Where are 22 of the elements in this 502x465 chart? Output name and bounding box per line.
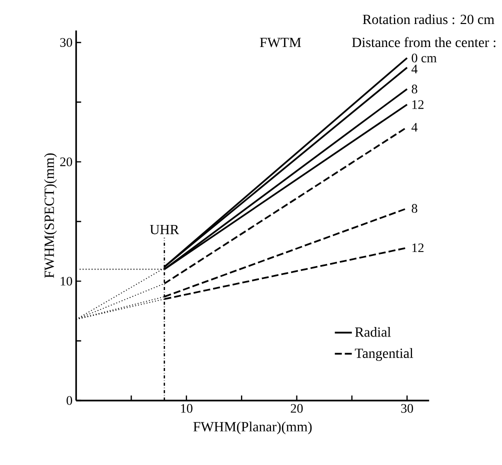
y-axis-title: FWHM(SPECT)(mm) (44, 153, 57, 278)
text: Rotation radius : 20 cm (362, 14, 494, 24)
legend-label: Radial (355, 327, 391, 337)
x-tick-label: 30 (401, 404, 414, 413)
annotation: FWTM (260, 38, 301, 48)
annotation: 0 cm (412, 54, 437, 62)
x-tick-label: 10 (181, 404, 192, 413)
annotation: 8 (412, 84, 418, 94)
ref-line-label: UHR (150, 224, 180, 234)
x-tick-label: 20 (290, 404, 303, 413)
annotation: 12 (412, 100, 424, 109)
annotation: 4 (412, 122, 418, 132)
annotation: 12 (412, 243, 424, 252)
annotation: 8 (412, 204, 418, 213)
y-tick-label: 20 (60, 157, 72, 166)
x-axis-title: FWHM(Planar)(mm) (193, 422, 312, 434)
y-tick-label: 10 (60, 276, 72, 286)
y-tick-label: 0 (66, 396, 72, 405)
annotation: 4 (412, 64, 418, 74)
y-tick-label: 30 (60, 38, 72, 47)
annotation: Distance from the center : (352, 37, 496, 48)
legend-label: Tangential (354, 348, 414, 361)
